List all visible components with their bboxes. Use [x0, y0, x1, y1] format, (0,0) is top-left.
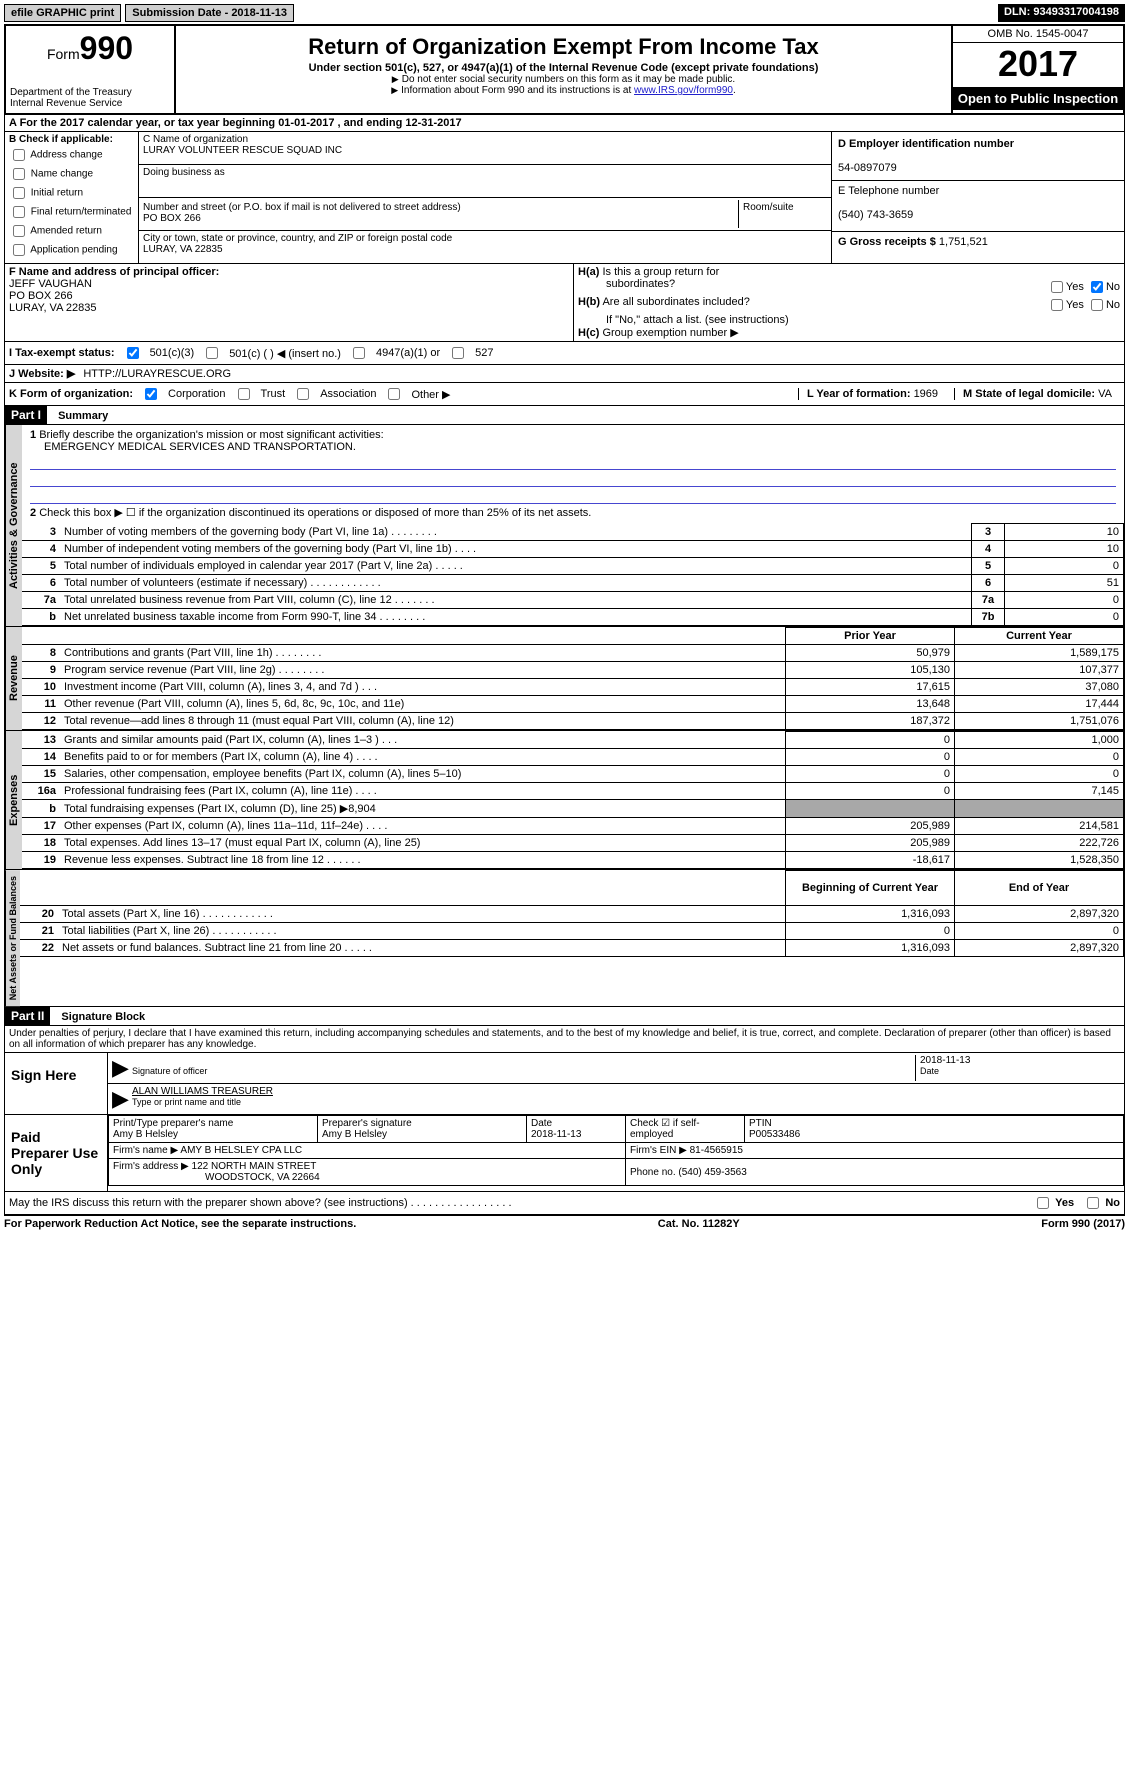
check-4947[interactable] [353, 347, 365, 359]
part1-title: Summary [58, 410, 108, 422]
sign-here-label: Sign Here [5, 1053, 108, 1114]
preparer-name: Amy B Helsley [113, 1129, 178, 1140]
instructions-link[interactable]: www.IRS.gov/form990 [634, 85, 733, 96]
top-bar: efile GRAPHIC print Submission Date - 20… [4, 4, 1125, 22]
discuss-no[interactable] [1087, 1197, 1099, 1209]
omb-number: OMB No. 1545-0047 [953, 26, 1123, 43]
check-corporation[interactable] [145, 388, 157, 400]
net-assets-label: Net Assets or Fund Balances [5, 870, 20, 1006]
part2-header: Part II [5, 1007, 50, 1025]
officer-name: ALAN WILLIAMS TREASURER [132, 1086, 273, 1097]
public-inspection: Open to Public Inspection [953, 87, 1123, 110]
discuss-row: May the IRS discuss this return with the… [4, 1192, 1125, 1216]
telephone-value: (540) 743-3659 [838, 209, 1118, 221]
mission-text: EMERGENCY MEDICAL SERVICES AND TRANSPORT… [44, 441, 356, 453]
row-a-tax-year: A For the 2017 calendar year, or tax yea… [4, 115, 1125, 132]
check-other[interactable] [388, 388, 400, 400]
hb-no[interactable] [1091, 299, 1103, 311]
row-i-tax-status: I Tax-exempt status: 501(c)(3) 501(c) ( … [4, 342, 1125, 365]
tax-year: 2017 [953, 43, 1123, 87]
col-f-officer: F Name and address of principal officer:… [5, 264, 574, 341]
check-amended[interactable]: Amended return [9, 222, 134, 240]
check-address-change[interactable]: Address change [9, 146, 134, 164]
instructions-note: Information about Form 990 and its instr… [182, 85, 945, 96]
gross-receipts: 1,751,521 [939, 236, 988, 248]
revenue-label: Revenue [5, 627, 22, 730]
ptin-value: P00533486 [749, 1129, 800, 1140]
paid-preparer-label: Paid Preparer Use Only [5, 1115, 108, 1191]
ha-no[interactable] [1091, 281, 1103, 293]
form-title: Return of Organization Exempt From Incom… [182, 34, 945, 60]
col-c-org-info: C Name of organization LURAY VOLUNTEER R… [139, 132, 831, 263]
ha-yes[interactable] [1051, 281, 1063, 293]
part2-title: Signature Block [61, 1011, 145, 1023]
form-number: Form990 [10, 30, 170, 67]
check-final-return[interactable]: Final return/terminated [9, 203, 134, 221]
check-name-change[interactable]: Name change [9, 165, 134, 183]
org-city: LURAY, VA 22835 [143, 244, 827, 255]
governance-label: Activities & Governance [5, 425, 22, 626]
hb-yes[interactable] [1051, 299, 1063, 311]
row-k-form-org: K Form of organization: Corporation Trus… [4, 383, 1125, 406]
dln-label: DLN: 93493317004198 [998, 4, 1125, 22]
org-address: PO BOX 266 [143, 213, 734, 224]
efile-button[interactable]: efile GRAPHIC print [4, 4, 121, 22]
ein-value: 54-0897079 [838, 162, 897, 174]
col-d-ein-tel: D Employer identification number54-08970… [831, 132, 1124, 263]
check-527[interactable] [452, 347, 464, 359]
form-subtitle: Under section 501(c), 527, or 4947(a)(1)… [182, 62, 945, 74]
check-501c[interactable] [206, 347, 218, 359]
row-j-website: J Website: ▶ HTTP://LURAYRESCUE.ORG [4, 365, 1125, 383]
check-trust[interactable] [238, 388, 250, 400]
website-value: HTTP://LURAYRESCUE.ORG [83, 368, 231, 380]
col-b-checkboxes: B Check if applicable: Address change Na… [5, 132, 139, 263]
check-501c3[interactable] [127, 347, 139, 359]
department-label: Department of the Treasury Internal Reve… [10, 87, 170, 109]
perjury-statement: Under penalties of perjury, I declare th… [4, 1026, 1125, 1053]
form-header: Form990 Department of the Treasury Inter… [4, 24, 1125, 115]
submission-date-button[interactable]: Submission Date - 2018-11-13 [125, 4, 294, 22]
expenses-label: Expenses [5, 731, 22, 869]
check-initial-return[interactable]: Initial return [9, 184, 134, 202]
check-association[interactable] [297, 388, 309, 400]
org-name: LURAY VOLUNTEER RESCUE SQUAD INC [143, 145, 827, 156]
ssn-note: Do not enter social security numbers on … [182, 74, 945, 85]
firm-name: AMY B HELSLEY CPA LLC [180, 1145, 302, 1156]
col-h-group-return: H(a) Is this a group return for subordin… [574, 264, 1124, 341]
page-footer: For Paperwork Reduction Act Notice, see … [4, 1216, 1125, 1232]
discuss-yes[interactable] [1037, 1197, 1049, 1209]
part1-header: Part I [5, 406, 47, 424]
check-application-pending[interactable]: Application pending [9, 241, 134, 259]
